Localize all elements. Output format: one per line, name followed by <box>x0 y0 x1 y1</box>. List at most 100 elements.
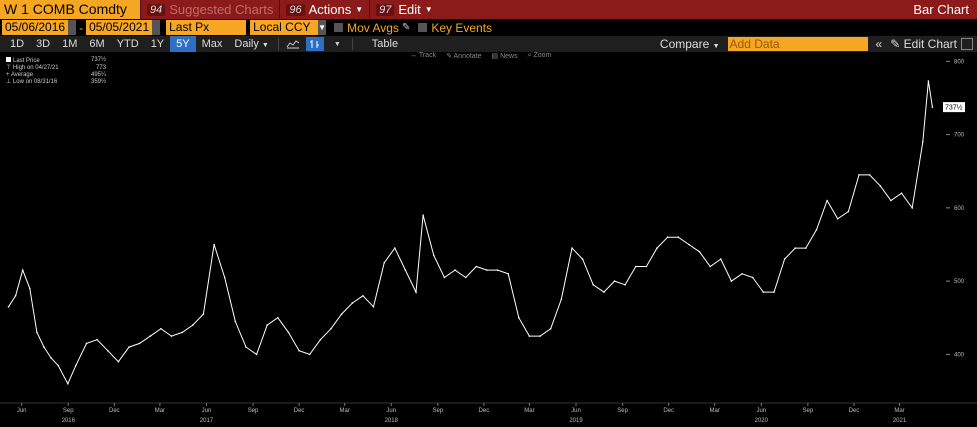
x-year-label: 2018 <box>385 418 399 424</box>
currency-select[interactable]: Local CCY <box>250 20 319 35</box>
pencil-icon[interactable]: ✎ <box>401 22 411 33</box>
x-tick-label: Mar <box>339 408 349 414</box>
swatch-icon <box>6 57 11 62</box>
x-tick-label: Jun <box>202 408 212 414</box>
price-point <box>85 342 88 345</box>
suggested-num: 94 <box>147 3 166 16</box>
price-point <box>383 262 386 264</box>
price-type-select[interactable]: Last Px <box>166 20 247 35</box>
price-point <box>635 265 637 268</box>
period-1y[interactable]: 1Y <box>150 38 165 50</box>
mov-avgs-checkbox[interactable] <box>334 23 344 32</box>
period-3d[interactable]: 3D <box>36 38 51 50</box>
x-tick-label: Mar <box>710 408 720 414</box>
divider <box>351 38 353 50</box>
add-data-input[interactable]: Add Data <box>727 37 868 51</box>
price-point <box>539 335 541 337</box>
chevron-down-icon[interactable]: ▼ <box>333 40 341 48</box>
price-point <box>57 364 59 367</box>
price-point <box>624 284 626 286</box>
price-point <box>805 247 807 249</box>
x-tick-label: Dec <box>663 408 674 414</box>
last-price-text: 737½ <box>945 104 963 112</box>
compare-button[interactable]: Compare ▼ <box>656 37 724 51</box>
x-tick-label: Dec <box>294 408 305 414</box>
legend-label: ⊥ Low on 08/31/16 <box>6 79 58 85</box>
calendar-icon[interactable] <box>68 20 77 35</box>
x-tick-label: Mar <box>155 408 165 414</box>
x-tick-label: Jun <box>386 408 396 414</box>
price-point <box>277 316 279 319</box>
edit-menu[interactable]: 97 Edit ▼ <box>369 0 439 19</box>
x-tick-label: Sep <box>63 408 74 414</box>
price-line <box>8 81 933 385</box>
period-ytd[interactable]: YTD <box>116 38 139 50</box>
track-tool[interactable]: ↔ Track <box>410 52 437 59</box>
news-tool[interactable]: ▤ News <box>491 53 518 60</box>
bar-chart-icon[interactable] <box>305 37 324 51</box>
price-point <box>645 265 648 268</box>
price-point <box>43 346 45 348</box>
price-point <box>613 280 616 282</box>
price-point <box>340 313 343 315</box>
chevron-down-icon[interactable]: ▼ <box>318 20 327 35</box>
price-point <box>741 273 743 275</box>
price-point <box>762 291 765 293</box>
price-point <box>287 331 290 334</box>
frequency-select[interactable]: Daily ▼ <box>228 36 274 52</box>
zoom-tool[interactable]: ⌕ Zoom <box>527 52 552 59</box>
price-point <box>404 269 407 271</box>
table-button[interactable]: Table <box>371 38 399 50</box>
period-max[interactable]: Max <box>201 38 223 50</box>
y-tick-label: 700 <box>954 133 965 139</box>
price-point <box>730 280 733 282</box>
price-point <box>454 269 456 271</box>
price-point <box>415 291 417 293</box>
collapse-icon[interactable]: « <box>875 37 883 51</box>
price-point <box>571 247 573 249</box>
price-point <box>422 214 424 216</box>
price-point <box>394 247 396 249</box>
calendar-icon[interactable] <box>152 20 161 35</box>
price-point <box>192 324 194 326</box>
legend-label: + Average <box>6 72 34 78</box>
chart-legend: Last Price 737½ ⊤ High on 04/27/21 773 +… <box>6 57 106 86</box>
price-chart[interactable]: 400 500 600 700 800 Jun Sep Dec Mar Jun Sep Dec Mar… <box>0 52 977 427</box>
price-point <box>858 174 860 176</box>
price-point <box>836 218 839 220</box>
price-point <box>698 251 701 253</box>
price-point <box>96 338 98 341</box>
price-point <box>794 247 796 249</box>
header-bar: W 1 COMB Comdty 94 Suggested Charts 96 A… <box>0 0 977 19</box>
ticker-field[interactable]: W 1 COMB Comdty <box>0 0 140 19</box>
price-point <box>911 207 913 209</box>
period-1d[interactable]: 1D <box>10 38 25 50</box>
x-tick-label: Mar <box>894 408 904 414</box>
annotate-label: Annotate <box>453 53 482 60</box>
x-tick-label: Jun <box>756 408 766 414</box>
annotate-tool[interactable]: ✎ Annotate <box>446 53 482 60</box>
period-5y[interactable]: 5Y <box>170 36 196 52</box>
start-date-input[interactable]: 05/06/2016 <box>2 20 69 35</box>
x-tick-label: Mar <box>524 408 534 414</box>
edit-label: Edit <box>398 2 421 17</box>
end-date-input[interactable]: 05/05/2021 <box>86 20 153 35</box>
period-6m[interactable]: 6M <box>89 38 105 50</box>
line-chart-icon[interactable] <box>284 37 302 51</box>
key-events-checkbox[interactable] <box>418 23 428 32</box>
edit-chart-button[interactable]: ✎ Edit Chart <box>886 37 961 51</box>
x-tick-label: Sep <box>248 408 259 414</box>
price-point <box>922 141 924 143</box>
period-1m[interactable]: 1M <box>62 38 78 50</box>
suggested-charts-menu[interactable]: 94 Suggested Charts <box>140 0 279 19</box>
x-tick-label: Dec <box>849 408 860 414</box>
edit-num: 97 <box>376 3 395 16</box>
resize-icon[interactable] <box>961 38 973 50</box>
price-point <box>255 353 258 356</box>
price-point <box>751 276 754 279</box>
legend-text: Low on 08/31/16 <box>12 79 58 85</box>
actions-menu[interactable]: 96 Actions ▼ <box>279 0 369 19</box>
y-tick-label: 800 <box>954 59 965 65</box>
last-price-box <box>943 102 965 113</box>
news-label: News <box>500 53 518 60</box>
